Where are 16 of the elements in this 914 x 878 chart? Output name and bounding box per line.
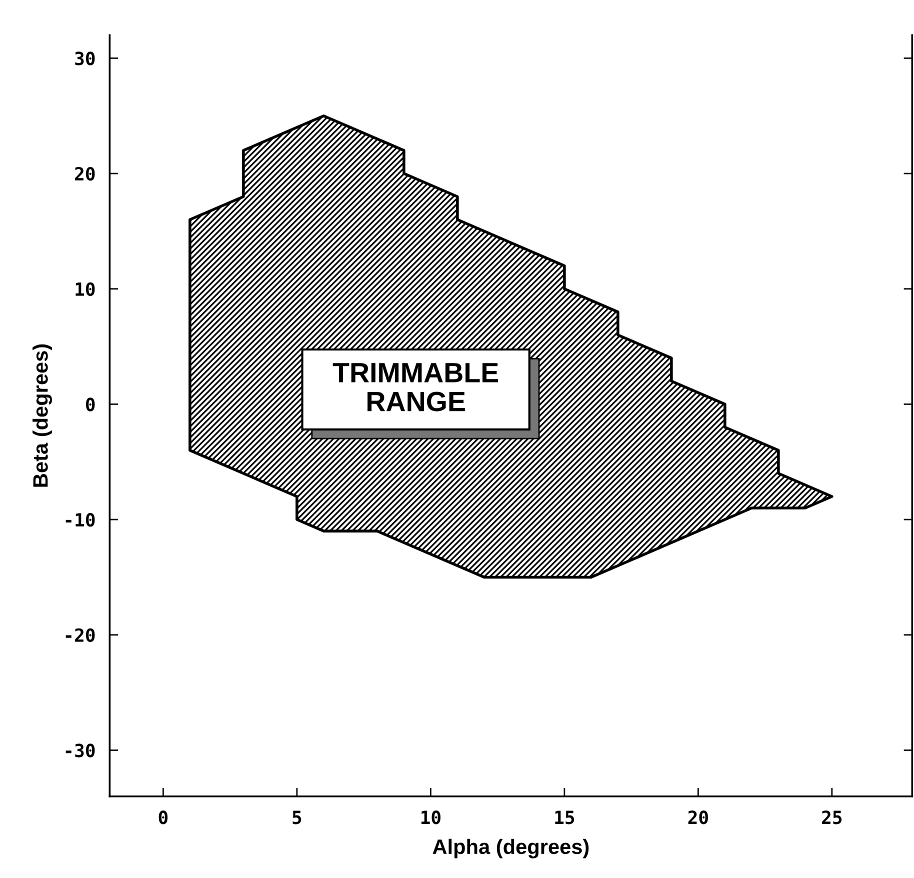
y-tick-label: -30 — [66, 744, 95, 758]
y-tick-label: 0 — [86, 398, 95, 412]
x-tick-label: 15 — [555, 810, 574, 824]
y-tick-label: 10 — [76, 282, 95, 296]
x-tick-label: 5 — [292, 810, 302, 824]
annotation: TRIMMABLE RANGE — [332, 363, 498, 412]
y-tick-label: 20 — [75, 166, 95, 181]
x-tick-label: 10 — [421, 810, 440, 824]
x-axis-title: Alpha (degrees) — [432, 838, 589, 858]
y-tick-label: 30 — [75, 52, 95, 66]
y-tick-label: -10 — [66, 512, 95, 527]
x-tick-label: 25 — [822, 810, 842, 824]
x-tick-label: 20 — [688, 810, 708, 824]
y-axis-title: Beta (degrees) — [32, 344, 52, 487]
x-tick-label: 0 — [158, 810, 168, 824]
y-tick-label: -20 — [66, 628, 95, 642]
